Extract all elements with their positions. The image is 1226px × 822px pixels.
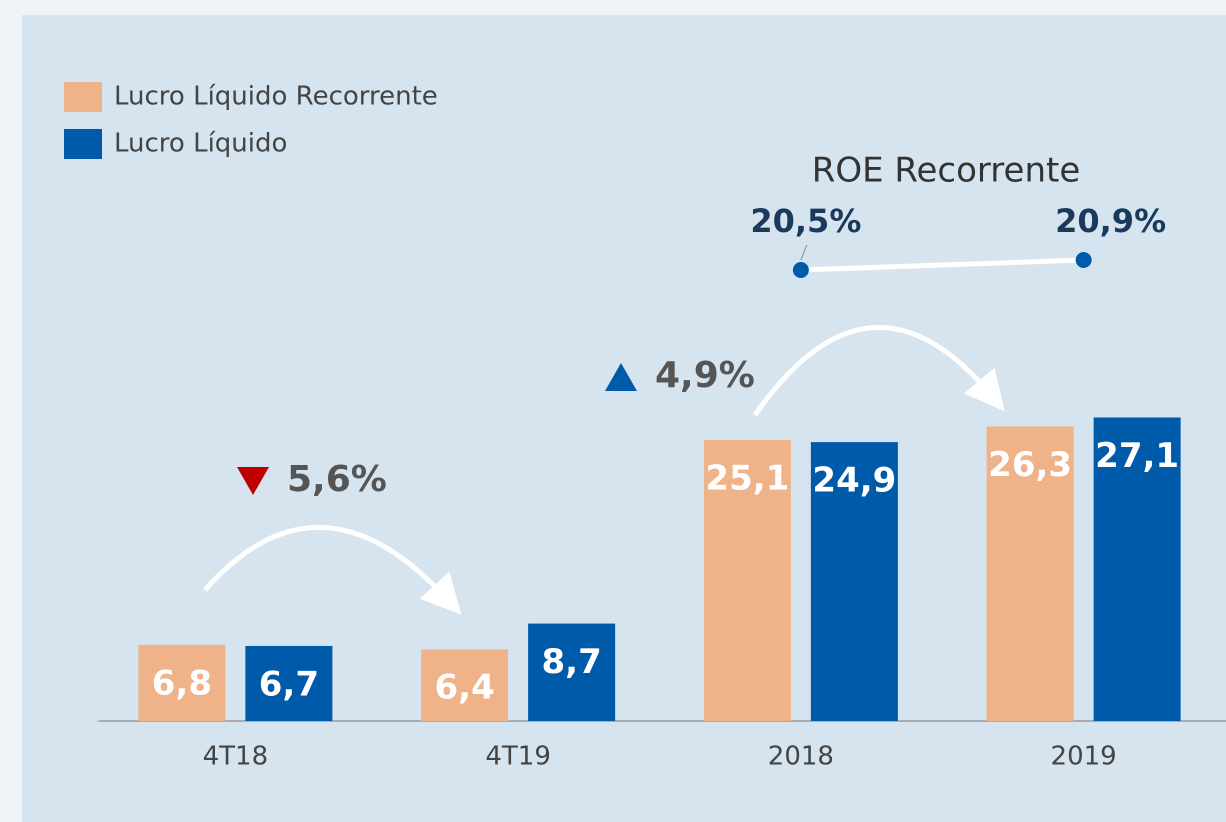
change-triangle xyxy=(237,467,269,495)
x-tick-label: 2019 xyxy=(1051,742,1117,772)
bar xyxy=(245,645,333,721)
bar xyxy=(810,442,898,721)
value-label: 26,3 xyxy=(988,445,1072,485)
change-triangle xyxy=(605,363,637,391)
legend-label: Lucro Líquido xyxy=(114,129,287,159)
x-tick-label: 2018 xyxy=(768,742,834,772)
legend-label: Lucro Líquido Recorrente xyxy=(114,82,438,112)
value-label: 8,7 xyxy=(542,642,602,682)
change-label: 4,9% xyxy=(655,355,755,396)
roe-value-label: 20,9% xyxy=(1055,202,1166,240)
legend-swatch xyxy=(64,82,102,112)
bar xyxy=(421,649,509,721)
bar xyxy=(138,644,226,721)
value-label: 6,4 xyxy=(435,668,495,708)
change-arrow xyxy=(203,525,462,615)
value-label: 6,8 xyxy=(152,663,212,703)
bar xyxy=(986,426,1074,721)
roe-connector xyxy=(800,244,808,261)
value-label: 25,1 xyxy=(705,458,789,498)
value-label: 27,1 xyxy=(1095,436,1179,476)
value-label: 24,9 xyxy=(812,461,896,501)
x-tick-label: 4T18 xyxy=(203,742,269,772)
roe-title: ROE Recorrente xyxy=(812,151,1081,191)
roe-value-label: 20,5% xyxy=(750,202,861,240)
bar xyxy=(1093,417,1181,721)
bar xyxy=(703,439,791,721)
roe-point xyxy=(792,262,809,278)
change-arrow xyxy=(752,324,1005,417)
roe-line xyxy=(800,257,1084,273)
legend-swatch xyxy=(64,129,102,159)
value-label: 6,7 xyxy=(259,664,319,704)
change-label: 5,6% xyxy=(287,459,387,500)
roe-point xyxy=(1075,252,1092,268)
x-tick-label: 4T19 xyxy=(485,742,551,772)
bar xyxy=(528,623,616,721)
